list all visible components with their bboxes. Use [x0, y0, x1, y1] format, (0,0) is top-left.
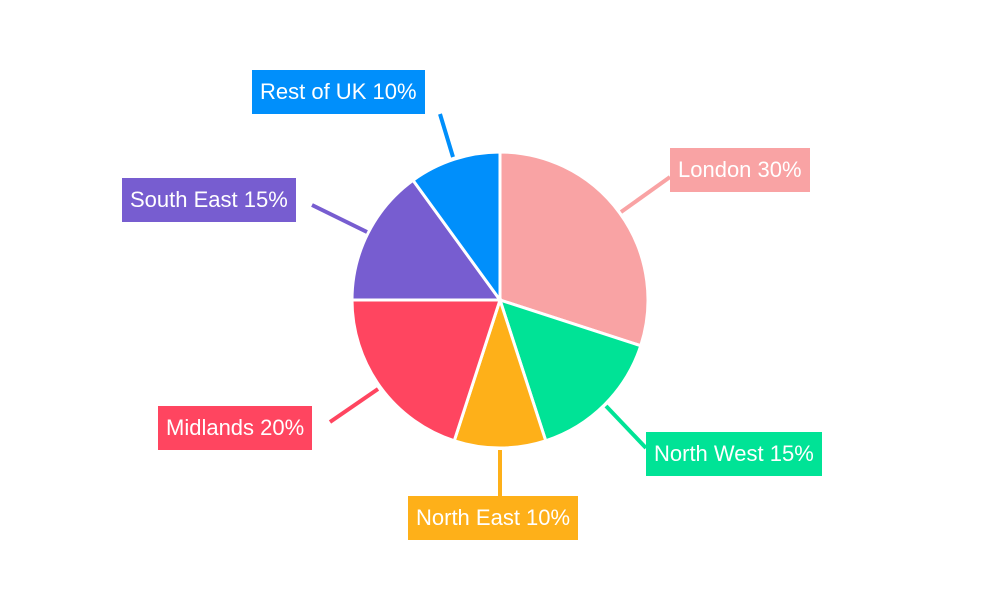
leader-line-midlands [328, 387, 380, 424]
data-label-north-west: North West 15% [646, 432, 822, 476]
slice-north-east[interactable] [452, 295, 548, 450]
data-label-north-east: North East 10% [408, 496, 579, 540]
data-label-midlands: Midlands 20% [158, 406, 313, 450]
data-label-london: London 30% [670, 148, 810, 192]
leader-line-london [619, 175, 672, 214]
leader-line-north-west [604, 404, 648, 450]
leader-line-rest-of-uk [438, 113, 455, 158]
slice-london[interactable] [498, 150, 650, 348]
data-label-south-east: South East 15% [122, 178, 296, 222]
slice-midlands[interactable] [350, 298, 503, 443]
slice-south-east[interactable] [350, 178, 503, 302]
data-label-rest-of-uk: Rest of UK 10% [252, 70, 425, 114]
leader-line-south-east [311, 203, 368, 234]
slice-rest-of-uk[interactable] [410, 150, 502, 305]
